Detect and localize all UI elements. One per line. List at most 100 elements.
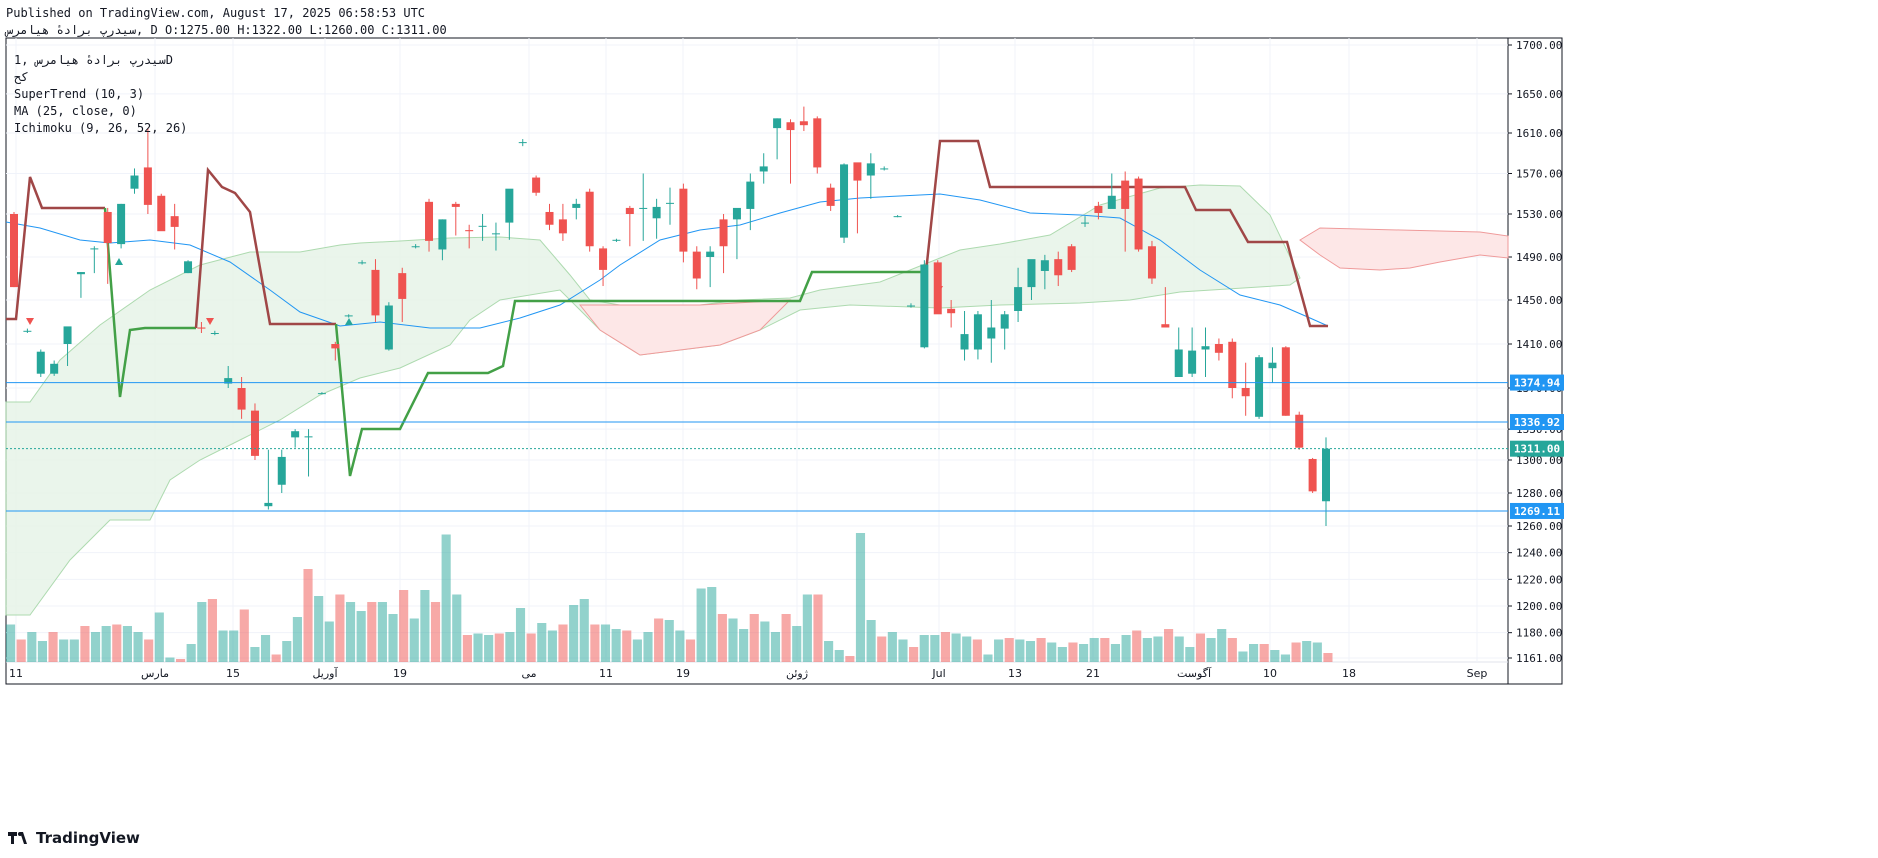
candle-body[interactable] — [652, 206, 661, 219]
candle-body[interactable] — [491, 233, 500, 235]
candle-body[interactable] — [76, 272, 85, 275]
candle-body[interactable] — [880, 168, 889, 170]
candle-body[interactable] — [1121, 180, 1130, 209]
candle-body[interactable] — [732, 207, 741, 220]
legend-indicator-ichimoku[interactable]: Ichimoku (9, 26, 52, 26) — [14, 121, 188, 135]
candle-body[interactable] — [157, 195, 166, 232]
candle-body[interactable] — [304, 436, 313, 438]
candle-body[interactable] — [1067, 246, 1076, 270]
legend-indicator-supertrend[interactable]: SuperTrend (10, 3) — [14, 87, 145, 101]
candle-body[interactable] — [625, 207, 634, 214]
candle-body[interactable] — [224, 378, 233, 384]
candle-body[interactable] — [746, 181, 755, 209]
candle-body[interactable] — [599, 248, 608, 270]
candle-body[interactable] — [264, 502, 273, 507]
candle-body[interactable] — [1241, 388, 1250, 397]
tradingview-footer[interactable]: TradingView — [8, 829, 140, 847]
candle-body[interactable] — [1174, 349, 1183, 378]
candle-body[interactable] — [1188, 350, 1197, 374]
candle-body[interactable] — [947, 308, 956, 314]
candle-body[interactable] — [344, 315, 353, 317]
candle-body[interactable] — [1014, 287, 1023, 311]
candle-body[interactable] — [197, 327, 206, 329]
candle-body[interactable] — [130, 175, 139, 189]
legend-symbol[interactable]: سیدرپ برادهٔ هیامرس ,1D — [14, 53, 173, 67]
candle-body[interactable] — [1228, 341, 1237, 388]
candle-body[interactable] — [411, 246, 420, 248]
candle-body[interactable] — [1281, 347, 1290, 416]
candle-body[interactable] — [518, 142, 527, 144]
candle-body[interactable] — [692, 251, 701, 279]
candle-body[interactable] — [813, 118, 822, 168]
candle-body[interactable] — [1308, 458, 1317, 492]
candle-body[interactable] — [920, 264, 929, 348]
candle-body[interactable] — [277, 456, 286, 485]
candle-body[interactable] — [906, 305, 915, 307]
candle-body[interactable] — [853, 162, 862, 181]
candle-body[interactable] — [572, 203, 581, 208]
candle-body[interactable] — [973, 314, 982, 350]
candle-body[interactable] — [170, 216, 179, 227]
candle-body[interactable] — [1134, 178, 1143, 250]
candle-body[interactable] — [465, 230, 474, 232]
candle-body[interactable] — [759, 166, 768, 172]
candle-body[interactable] — [1147, 246, 1156, 279]
candle-body[interactable] — [10, 214, 18, 288]
candle-body[interactable] — [358, 262, 367, 264]
candle-body[interactable] — [1201, 346, 1210, 350]
candle-body[interactable] — [786, 122, 795, 131]
candle-body[interactable] — [103, 211, 112, 244]
candle-body[interactable] — [143, 167, 152, 205]
candle-body[interactable] — [532, 177, 541, 193]
candle-body[interactable] — [90, 248, 99, 250]
candle-body[interactable] — [706, 251, 715, 257]
candle-body[interactable] — [237, 388, 246, 410]
candle-body[interactable] — [1094, 205, 1103, 213]
candle-body[interactable] — [1255, 357, 1264, 417]
legend-indicator-ma[interactable]: MA (25, close, 0) — [14, 104, 137, 118]
candle-body[interactable] — [425, 201, 434, 241]
candle-body[interactable] — [799, 121, 808, 126]
candle-body[interactable] — [184, 261, 193, 274]
candle-body[interactable] — [773, 118, 782, 129]
candle-body[interactable] — [719, 219, 728, 247]
candle-body[interactable] — [317, 393, 326, 395]
candle-body[interactable] — [1161, 324, 1170, 328]
candle-body[interactable] — [117, 203, 126, 245]
candle-body[interactable] — [371, 269, 380, 316]
candle-body[interactable] — [1000, 314, 1009, 329]
candle-body[interactable] — [558, 219, 567, 234]
candle-body[interactable] — [250, 410, 259, 456]
candle-body[interactable] — [1054, 259, 1063, 276]
candle-body[interactable] — [826, 187, 835, 206]
candle-body[interactable] — [666, 202, 674, 204]
candle-body[interactable] — [679, 188, 688, 252]
candle-body[interactable] — [840, 164, 849, 238]
candle-body[interactable] — [331, 344, 340, 349]
candle-body[interactable] — [36, 351, 45, 374]
candle-body[interactable] — [438, 219, 447, 250]
candle-body[interactable] — [291, 431, 300, 438]
candle-body[interactable] — [63, 326, 72, 344]
candle-body[interactable] — [478, 225, 487, 227]
candle-body[interactable] — [23, 330, 32, 332]
candle-body[interactable] — [384, 305, 393, 350]
candle-body[interactable] — [639, 207, 648, 209]
candle-body[interactable] — [1214, 344, 1223, 353]
candle-body[interactable] — [1027, 259, 1036, 288]
candle-body[interactable] — [866, 163, 875, 176]
candle-body[interactable] — [451, 203, 460, 207]
candle-body[interactable] — [987, 327, 996, 339]
candle-body[interactable] — [505, 188, 514, 223]
candle-body[interactable] — [1081, 222, 1090, 224]
candle-body[interactable] — [585, 191, 594, 247]
candle-body[interactable] — [893, 216, 902, 218]
candle-body[interactable] — [612, 239, 621, 241]
candle-body[interactable] — [1268, 362, 1277, 369]
candle-body[interactable] — [545, 211, 554, 225]
candle-body[interactable] — [960, 334, 969, 350]
candle-body[interactable] — [398, 273, 407, 299]
candle-body[interactable] — [1322, 448, 1330, 502]
candle-body[interactable] — [1107, 195, 1116, 209]
